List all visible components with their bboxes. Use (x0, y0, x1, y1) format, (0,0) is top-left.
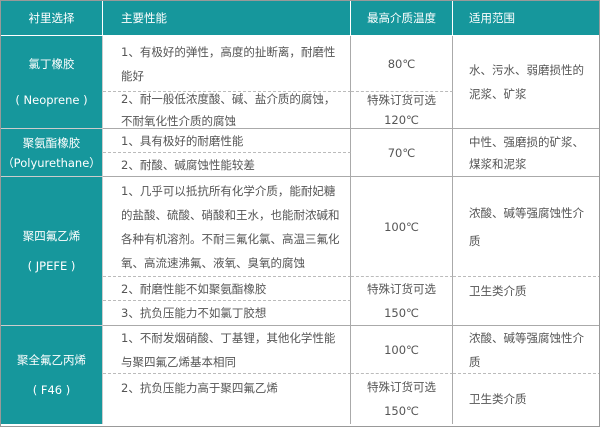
perf-cell: 1、不耐发烟硝酸、丁基锂，其他化学性能与聚四氟乙烯基本相同 (103, 326, 351, 374)
perf-cell: 3、抗负压能力不如氯丁胶想 (103, 301, 351, 326)
header-lining: 衬里选择 (1, 1, 103, 36)
perf-cell: 2、抗负压能力高于聚四氟乙烯 (103, 374, 351, 424)
perf-cell: 2、耐一般低浓度酸、碱、盐介质的腐蚀，不耐氧化性介质的腐蚀 (103, 92, 351, 129)
lining-neoprene: 氯丁橡胶 ( Neoprene ) (1, 36, 103, 129)
header-performance: 主要性能 (103, 1, 351, 36)
perf-cell: 1、具有极好的耐磨性能 (103, 129, 351, 153)
lining-f46: 聚全氟乙丙烯 ( F46 ) (1, 326, 103, 424)
perf-cell: 1、有极好的弹性，高度的扯断离，耐磨性能好 (103, 36, 351, 92)
lining-name: 聚四氟乙烯 (22, 229, 81, 243)
scope-cell: 卫生类介质 (469, 392, 527, 406)
temp-value: 150℃ (384, 306, 419, 320)
scope-cell: 中性、强磨损的矿浆、煤浆和泥浆 (453, 129, 599, 177)
lining-name: 聚全氟乙丙烯 (17, 353, 86, 367)
scope-cell: 水、污水、弱磨损性的泥浆、矿浆 (453, 36, 599, 129)
temp-value: 120℃ (384, 113, 419, 127)
temp-cell: 特殊订货可选 150℃ (351, 374, 453, 424)
lining-ptfe: 聚四氟乙烯 ( JPEFE ) (1, 177, 103, 326)
lining-name: 氯丁橡胶 (28, 57, 75, 71)
temp-cell: 特殊订货可选 120℃ (351, 92, 453, 129)
scope-cell: 卫生类介质 (453, 277, 599, 326)
temp-cell: 80℃ (351, 36, 453, 92)
temp-value: 150℃ (384, 404, 419, 418)
lining-name: 聚氨酯橡胶 (22, 135, 81, 150)
header-temperature: 最高介质温度 (351, 1, 453, 36)
temp-note: 特殊订货可选 (367, 93, 436, 107)
scope-cell: 浓酸、碱等强腐蚀性介质 (453, 326, 599, 374)
lining-polyurethane: 聚氨酯橡胶 （Polyurethane） (1, 129, 103, 177)
temp-cell: 特殊订货可选 150℃ (351, 277, 453, 326)
perf-cell: 2、耐磨性能不如聚氨酯橡胶 (103, 277, 351, 301)
lining-code: （Polyurethane） (2, 155, 101, 170)
perf-cell: 1、几乎可以抵抗所有化学介质，能耐妃糖的盐酸、硫酸、硝酸和王水，也能耐浓碱和各种… (103, 177, 351, 277)
temp-cell: 100℃ (351, 326, 453, 374)
temp-note: 特殊订货可选 (367, 380, 436, 394)
lining-code: ( F46 ) (32, 383, 71, 397)
perf-cell: 2、耐酸、碱腐蚀性能较差 (103, 153, 351, 177)
temp-cell: 70℃ (351, 129, 453, 177)
lining-code: ( JPEFE ) (27, 259, 76, 273)
header-scope: 适用范围 (453, 1, 599, 36)
temp-note: 特殊订货可选 (367, 282, 436, 296)
temp-cell: 100℃ (351, 177, 453, 277)
scope-cell: 浓酸、碱等强腐蚀性介质 (453, 177, 599, 277)
lining-code: ( Neoprene ) (15, 93, 88, 107)
